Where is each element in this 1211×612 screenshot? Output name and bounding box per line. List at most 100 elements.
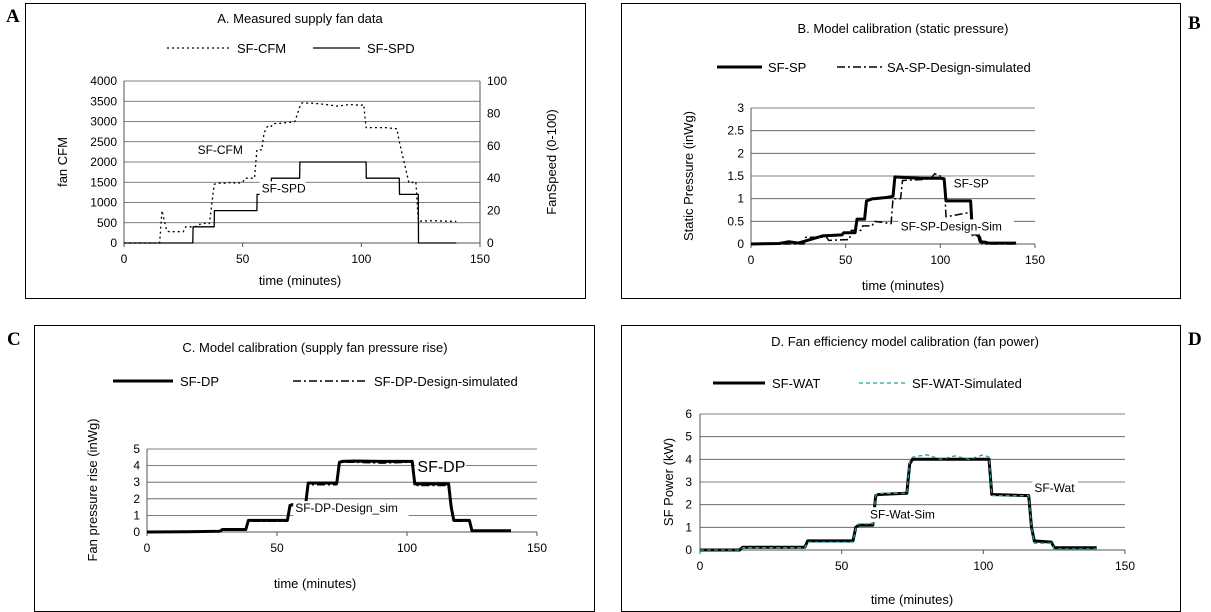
x-tick-label: 50 <box>270 541 284 555</box>
annotation-label: SF-SPD <box>262 181 306 195</box>
panel-letter-c: C <box>7 329 21 350</box>
legend-label-0: SF-DP <box>180 374 219 389</box>
y-tick-label: 1 <box>133 508 140 522</box>
legend-label-1: SF-SPD <box>367 41 415 56</box>
chart-panel-d <box>621 325 1181 612</box>
x-tick-label: 0 <box>121 252 128 266</box>
y-tick-label: 0 <box>133 525 140 539</box>
x-tick-label: 50 <box>839 253 853 267</box>
series-line-1 <box>700 454 1097 551</box>
x-tick-label: 100 <box>351 252 371 266</box>
x-axis-label: time (minutes) <box>862 278 944 293</box>
y-tick-label: 0 <box>685 543 692 557</box>
annotation-label: SF-DP <box>417 459 465 476</box>
y2-tick-label: 80 <box>487 106 501 120</box>
annotation-label: SF-Wat <box>1034 481 1075 495</box>
y-axis-label: Fan pressure rise (inWg) <box>85 418 100 561</box>
y-tick-label: 500 <box>97 216 117 230</box>
y-axis-label: fan CFM <box>55 137 70 187</box>
chart-title: D. Fan efficiency model calibration (fan… <box>771 334 1039 349</box>
y-tick-label: 3500 <box>90 94 117 108</box>
panel-letter-b: B <box>1188 13 1201 34</box>
y-tick-label: 2500 <box>90 135 117 149</box>
x-tick-label: 100 <box>397 541 417 555</box>
x-tick-label: 100 <box>973 559 993 573</box>
y2-tick-label: 100 <box>487 74 507 88</box>
y-tick-label: 1.5 <box>727 169 744 183</box>
y-tick-label: 5 <box>685 430 692 444</box>
y-axis-label: SF Power (kW) <box>661 438 676 526</box>
annotation-label: SF-DP-Design_sim <box>295 501 398 515</box>
y-tick-label: 2 <box>685 498 692 512</box>
annotation-bg <box>868 507 942 523</box>
legend-label-0: SF-CFM <box>237 41 286 56</box>
y-tick-label: 2000 <box>90 155 117 169</box>
x-tick-label: 0 <box>748 253 755 267</box>
annotation-bg <box>195 142 242 158</box>
annotation-bg <box>415 457 466 477</box>
y-tick-label: 6 <box>685 407 692 421</box>
y-tick-label: 4 <box>133 459 140 473</box>
x-tick-label: 150 <box>527 541 547 555</box>
chart-d: D. Fan efficiency model calibration (fan… <box>661 334 1135 607</box>
panel-letter-d: D <box>1188 329 1202 350</box>
y-tick-label: 4 <box>685 452 692 466</box>
chart-panel-b <box>621 3 1181 299</box>
chart-title: B. Model calibration (static pressure) <box>798 21 1009 36</box>
x-tick-label: 150 <box>1025 253 1045 267</box>
x-tick-label: 0 <box>144 541 151 555</box>
series-line-1 <box>124 161 457 244</box>
annotation-label: SF-Wat-Sim <box>870 507 935 521</box>
series-line-0 <box>124 102 457 244</box>
y-tick-label: 3 <box>133 475 140 489</box>
annotation-bg <box>951 176 991 192</box>
y-tick-label: 1000 <box>90 196 117 210</box>
y-tick-label: 4000 <box>90 74 117 88</box>
y-tick-label: 3 <box>685 475 692 489</box>
y-tick-label: 2.5 <box>727 124 744 138</box>
x-tick-label: 0 <box>697 559 704 573</box>
annotation-label: SF-CFM <box>198 143 243 157</box>
legend-label-0: SF-SP <box>768 60 806 75</box>
annotation-bg <box>1032 481 1079 497</box>
chart-panel-a <box>25 3 586 299</box>
y-tick-label: 0 <box>737 237 744 251</box>
y2-axis-label: FanSpeed (0-100) <box>544 109 559 215</box>
y-tick-label: 0 <box>110 236 117 250</box>
y2-tick-label: 60 <box>487 139 501 153</box>
y-tick-label: 2 <box>737 146 744 160</box>
annotation-bg <box>293 501 409 517</box>
x-tick-label: 50 <box>835 559 849 573</box>
annotation-bg <box>259 181 306 197</box>
y-tick-label: 1 <box>737 192 744 206</box>
x-tick-label: 50 <box>236 252 250 266</box>
y2-tick-label: 20 <box>487 204 501 218</box>
x-axis-label: time (minutes) <box>274 576 356 591</box>
annotation-label: SF-SP-Design-Sim <box>901 219 1002 233</box>
y-tick-label: 1500 <box>90 175 117 189</box>
legend-label-1: SF-DP-Design-simulated <box>374 374 518 389</box>
x-tick-label: 150 <box>1115 559 1135 573</box>
y2-tick-label: 0 <box>487 236 494 250</box>
annotation-label: SF-SP <box>954 176 989 190</box>
chart-title: A. Measured supply fan data <box>217 11 383 26</box>
series-line-1 <box>751 172 1017 245</box>
annotation-bg <box>898 219 1014 235</box>
y-tick-label: 0.5 <box>727 214 744 228</box>
x-axis-label: time (minutes) <box>259 273 341 288</box>
y-tick-label: 1 <box>685 520 692 534</box>
y-tick-label: 5 <box>133 442 140 456</box>
y-tick-label: 3000 <box>90 115 117 129</box>
y2-tick-label: 40 <box>487 171 501 185</box>
chart-c: C. Model calibration (supply fan pressur… <box>85 340 547 591</box>
x-tick-label: 100 <box>930 253 950 267</box>
y-axis-label: Static Pressure (inWg) <box>681 111 696 241</box>
legend-label-1: SF-WAT-Simulated <box>912 376 1022 391</box>
y-tick-label: 3 <box>737 101 744 115</box>
x-axis-label: time (minutes) <box>871 592 953 607</box>
legend-label-0: SF-WAT <box>772 376 820 391</box>
panel-letter-a: A <box>6 6 20 27</box>
legend-label-1: SA-SP-Design-simulated <box>887 60 1031 75</box>
chart-title: C. Model calibration (supply fan pressur… <box>182 340 447 355</box>
